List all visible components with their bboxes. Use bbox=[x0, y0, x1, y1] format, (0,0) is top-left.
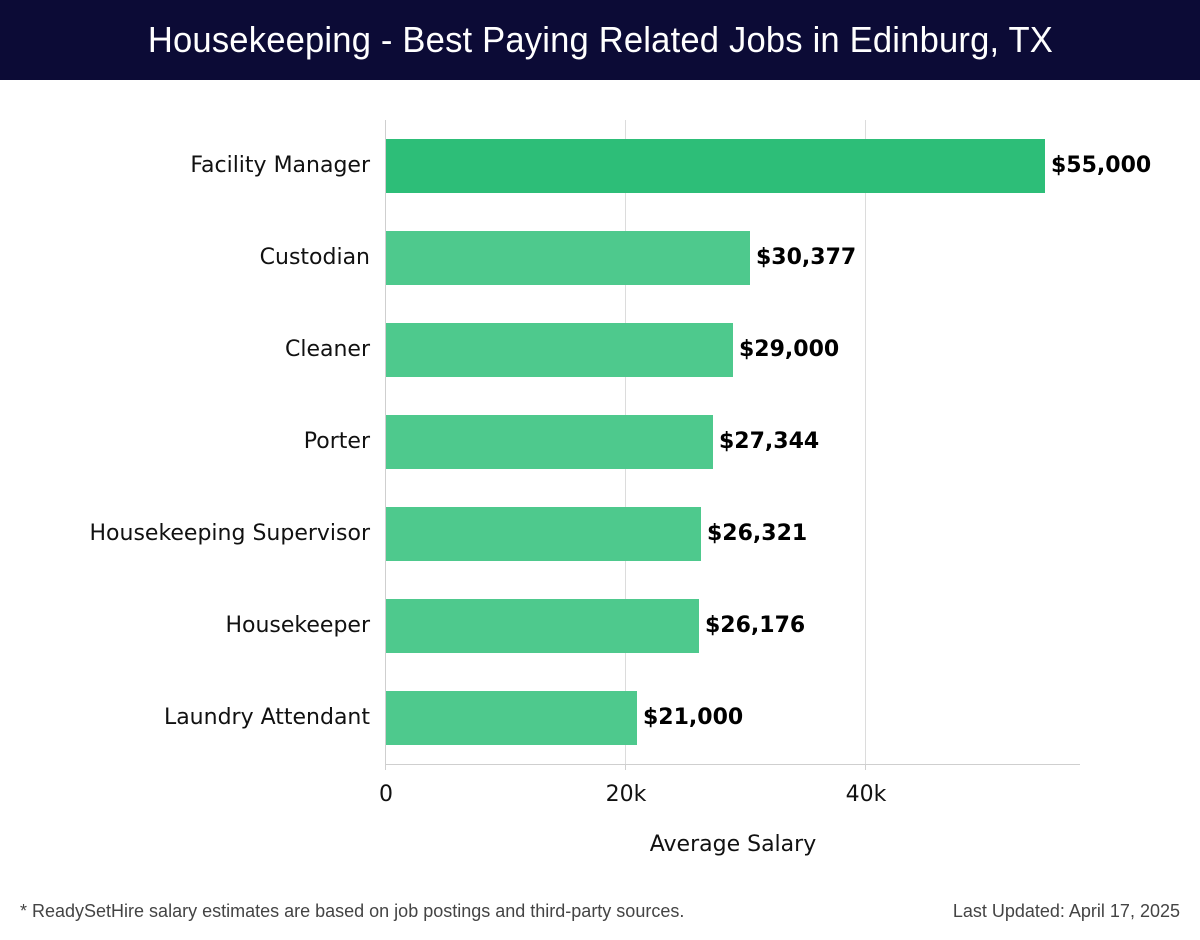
bar bbox=[386, 691, 637, 745]
bar bbox=[386, 139, 1045, 193]
bar bbox=[386, 231, 750, 285]
category-label: Housekeeper bbox=[225, 613, 370, 638]
x-axis-title: Average Salary bbox=[649, 832, 817, 857]
category-label: Cleaner bbox=[284, 337, 370, 362]
category-label: Custodian bbox=[259, 245, 370, 270]
chart-title: Housekeeping - Best Paying Related Jobs … bbox=[147, 19, 1053, 60]
x-tick-label: 20k bbox=[605, 782, 647, 807]
value-label: $21,000 bbox=[641, 704, 746, 732]
category-label: Porter bbox=[303, 429, 370, 454]
value-label: $26,321 bbox=[705, 520, 810, 548]
category-label: Housekeeping Supervisor bbox=[89, 521, 371, 546]
chart-header: Housekeeping - Best Paying Related Jobs … bbox=[0, 0, 1200, 80]
value-label: $26,176 bbox=[703, 612, 808, 640]
value-label: $55,000 bbox=[1049, 152, 1154, 180]
value-label: $29,000 bbox=[737, 336, 842, 364]
category-label: Laundry Attendant bbox=[163, 705, 370, 730]
bar bbox=[386, 415, 713, 469]
x-tick-label: 0 bbox=[379, 782, 393, 807]
value-label: $27,344 bbox=[717, 428, 822, 456]
bar bbox=[386, 507, 701, 561]
x-tick bbox=[865, 764, 866, 770]
x-axis-line bbox=[385, 764, 1080, 765]
bar bbox=[386, 323, 733, 377]
y-axis-line bbox=[385, 120, 386, 770]
value-label: $30,377 bbox=[754, 244, 859, 272]
gridline-40k bbox=[865, 120, 866, 764]
bar bbox=[386, 599, 699, 653]
x-tick-label: 40k bbox=[845, 782, 887, 807]
x-tick bbox=[625, 764, 626, 770]
x-tick bbox=[385, 764, 386, 770]
footnote: * ReadySetHire salary estimates are base… bbox=[20, 901, 685, 921]
category-label: Facility Manager bbox=[190, 153, 370, 178]
last-updated: Last Updated: April 17, 2025 bbox=[952, 901, 1180, 921]
